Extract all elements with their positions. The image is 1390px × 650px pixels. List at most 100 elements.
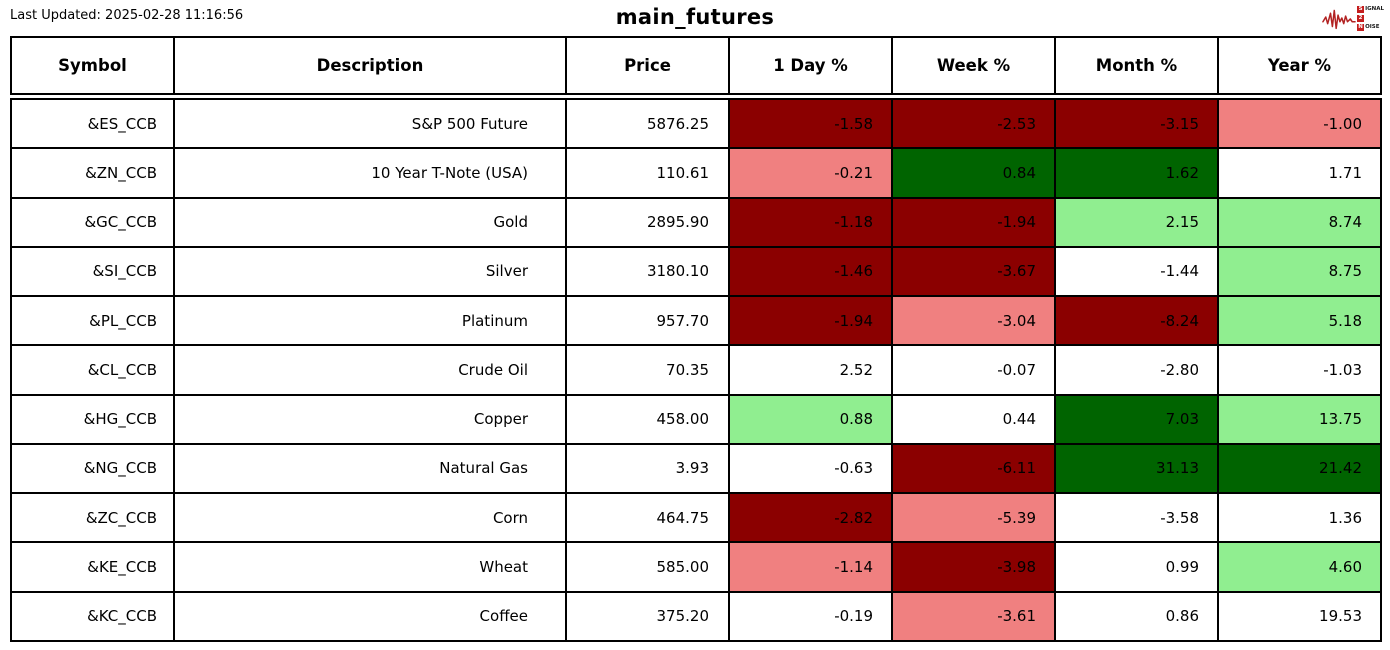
- column-header-1day: 1 Day %: [728, 36, 893, 95]
- description-cell: Natural Gas: [173, 442, 567, 495]
- price-cell: 375.20: [565, 590, 730, 643]
- description-cell: Wheat: [173, 541, 567, 593]
- month-change-cell: 31.13: [1054, 442, 1219, 495]
- table-row: &NG_CCB Natural Gas 3.93 -0.63 -6.11 31.13 21.…: [10, 442, 1382, 495]
- price-cell: 70.35: [565, 344, 730, 396]
- description-cell: 10 Year T-Note (USA): [173, 147, 567, 199]
- month-change-cell: 7.03: [1054, 393, 1219, 445]
- column-header-description: Description: [173, 36, 567, 95]
- page-title: main_futures: [615, 5, 775, 29]
- logo-text: S IGNAL 2 N OISE: [1357, 5, 1384, 31]
- column-header-month: Month %: [1054, 36, 1219, 95]
- symbol-cell: &ES_CCB: [10, 97, 175, 150]
- year-change-cell: 5.18: [1217, 295, 1382, 347]
- description-cell: Crude Oil: [173, 344, 567, 396]
- logo-badge-n: N: [1357, 23, 1365, 31]
- futures-table-data: &ES_CCB S&P 500 Future 5876.25 -1.58 -2.53 -3…: [10, 97, 1382, 643]
- symbol-cell: &CL_CCB: [10, 344, 175, 396]
- symbol-cell: &PL_CCB: [10, 295, 175, 347]
- description-cell: Silver: [173, 245, 567, 298]
- day-change-cell: 0.88: [728, 393, 893, 445]
- month-change-cell: 1.62: [1054, 147, 1219, 199]
- description-cell: Corn: [173, 492, 567, 544]
- symbol-cell: &GC_CCB: [10, 196, 175, 248]
- table-row: &ZN_CCB 10 Year T-Note (USA) 110.61 -0.21 0.…: [10, 147, 1382, 199]
- logo-badge-s: S: [1357, 5, 1365, 13]
- week-change-cell: -1.94: [891, 196, 1056, 248]
- symbol-cell: &ZN_CCB: [10, 147, 175, 199]
- logo-row-2: 2: [1357, 14, 1384, 22]
- price-cell: 5876.25: [565, 97, 730, 150]
- futures-table: Symbol Description Price 1 Day % Week % …: [10, 36, 1382, 643]
- year-change-cell: 4.60: [1217, 541, 1382, 593]
- day-change-cell: -0.21: [728, 147, 893, 199]
- table-row: &ES_CCB S&P 500 Future 5876.25 -1.58 -2.53 -3…: [10, 97, 1382, 150]
- logo-row-signal: S IGNAL: [1357, 5, 1384, 13]
- week-change-cell: -3.04: [891, 295, 1056, 347]
- year-change-cell: 13.75: [1217, 393, 1382, 445]
- price-cell: 464.75: [565, 492, 730, 544]
- column-header-symbol: Symbol: [10, 36, 175, 95]
- column-header-week: Week %: [891, 36, 1056, 95]
- table-row: &HG_CCB Copper 458.00 0.88 0.44 7.03 13.75: [10, 393, 1382, 445]
- futures-table-header: Symbol Description Price 1 Day % Week % …: [10, 36, 1382, 95]
- description-cell: Gold: [173, 196, 567, 248]
- year-change-cell: 8.74: [1217, 196, 1382, 248]
- column-header-year: Year %: [1217, 36, 1382, 95]
- year-change-cell: -1.00: [1217, 97, 1382, 150]
- description-cell: Coffee: [173, 590, 567, 643]
- description-cell: Platinum: [173, 295, 567, 347]
- header-row: Symbol Description Price 1 Day % Week % …: [10, 36, 1382, 95]
- day-change-cell: -2.82: [728, 492, 893, 544]
- month-change-cell: -8.24: [1054, 295, 1219, 347]
- week-change-cell: -3.61: [891, 590, 1056, 643]
- price-cell: 2895.90: [565, 196, 730, 248]
- table-row: &KE_CCB Wheat 585.00 -1.14 -3.98 0.99 4.60: [10, 541, 1382, 593]
- year-change-cell: 21.42: [1217, 442, 1382, 495]
- month-change-cell: -1.44: [1054, 245, 1219, 298]
- week-change-cell: -6.11: [891, 442, 1056, 495]
- symbol-cell: &KC_CCB: [10, 590, 175, 643]
- day-change-cell: 2.52: [728, 344, 893, 396]
- week-change-cell: -0.07: [891, 344, 1056, 396]
- column-header-price: Price: [565, 36, 730, 95]
- logo-rest-noise: OISE: [1365, 24, 1380, 30]
- year-change-cell: 1.36: [1217, 492, 1382, 544]
- table-row: &KC_CCB Coffee 375.20 -0.19 -3.61 0.86 19.53: [10, 590, 1382, 643]
- month-change-cell: 0.86: [1054, 590, 1219, 643]
- year-change-cell: -1.03: [1217, 344, 1382, 396]
- month-change-cell: -3.58: [1054, 492, 1219, 544]
- week-change-cell: -3.98: [891, 541, 1056, 593]
- month-change-cell: -2.80: [1054, 344, 1219, 396]
- month-change-cell: 2.15: [1054, 196, 1219, 248]
- day-change-cell: -0.63: [728, 442, 893, 495]
- description-cell: Copper: [173, 393, 567, 445]
- week-change-cell: -2.53: [891, 97, 1056, 150]
- price-cell: 3.93: [565, 442, 730, 495]
- day-change-cell: -1.46: [728, 245, 893, 298]
- year-change-cell: 8.75: [1217, 245, 1382, 298]
- price-cell: 458.00: [565, 393, 730, 445]
- year-change-cell: 19.53: [1217, 590, 1382, 643]
- day-change-cell: -1.14: [728, 541, 893, 593]
- price-cell: 3180.10: [565, 245, 730, 298]
- logo-badge-2: 2: [1357, 14, 1365, 22]
- day-change-cell: -1.58: [728, 97, 893, 150]
- table-row: &ZC_CCB Corn 464.75 -2.82 -5.39 -3.58 1.36: [10, 492, 1382, 544]
- signal2noise-logo: S IGNAL 2 N OISE: [1322, 3, 1384, 33]
- week-change-cell: -5.39: [891, 492, 1056, 544]
- table-row: &CL_CCB Crude Oil 70.35 2.52 -0.07 -2.80 -1.03: [10, 344, 1382, 396]
- table-row: &PL_CCB Platinum 957.70 -1.94 -3.04 -8.24 5.18: [10, 295, 1382, 347]
- last-updated-text: Last Updated: 2025-02-28 11:16:56: [10, 8, 244, 23]
- day-change-cell: -1.94: [728, 295, 893, 347]
- symbol-cell: &SI_CCB: [10, 245, 175, 298]
- price-cell: 957.70: [565, 295, 730, 347]
- waveform-icon: [1322, 9, 1356, 30]
- price-cell: 585.00: [565, 541, 730, 593]
- year-change-cell: 1.71: [1217, 147, 1382, 199]
- price-cell: 110.61: [565, 147, 730, 199]
- week-change-cell: 0.84: [891, 147, 1056, 199]
- symbol-cell: &KE_CCB: [10, 541, 175, 593]
- month-change-cell: -3.15: [1054, 97, 1219, 150]
- futures-table-body: &ES_CCB S&P 500 Future 5876.25 -1.58 -2.53 -3…: [10, 97, 1382, 643]
